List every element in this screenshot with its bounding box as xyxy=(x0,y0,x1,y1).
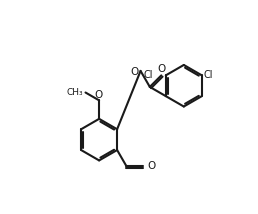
Text: O: O xyxy=(94,90,102,100)
Text: Cl: Cl xyxy=(203,70,213,80)
Text: O: O xyxy=(157,64,165,74)
Text: O: O xyxy=(130,67,139,77)
Text: Cl: Cl xyxy=(144,70,154,80)
Text: CH₃: CH₃ xyxy=(67,88,83,97)
Text: O: O xyxy=(147,161,156,171)
